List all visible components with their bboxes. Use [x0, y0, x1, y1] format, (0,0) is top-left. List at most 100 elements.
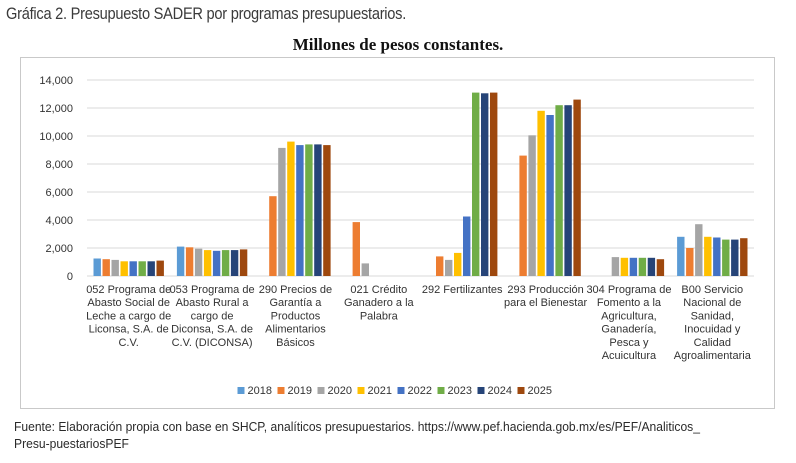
bar-2025-cat-4: [490, 92, 498, 276]
bar-2021-cat-7: [704, 236, 712, 276]
legend-label: 2024: [488, 385, 512, 397]
bar-2018-cat-7: [677, 236, 685, 276]
x-category-label: 293 Producción para el Bienestar: [504, 284, 587, 309]
legend-item-2018: 2018: [237, 385, 272, 397]
legend-item-2025: 2025: [517, 385, 552, 397]
legend: 2018 2019 2020 2021 2022 2023 2024 2025: [237, 385, 552, 397]
legend-item-2021: 2021: [357, 385, 392, 397]
x-category-label: 052 Programa de Abasto Social de Leche a c…: [86, 284, 171, 349]
bar-2024-cat-4: [481, 93, 489, 276]
bar-2025-cat-2: [323, 145, 331, 276]
bar-2025-cat-5: [573, 99, 581, 276]
gridlines: [87, 79, 754, 277]
bar-2024-cat-1: [230, 250, 239, 276]
chart-frame: 0 2,000 4,000 6,000 8,000 10,000 12,000 14,000 …: [20, 57, 775, 409]
y-tick-label: 10,000: [39, 131, 73, 143]
bar-2021-cat-1: [203, 250, 212, 276]
bar-2019-cat-5: [519, 155, 527, 276]
bar-2024-cat-0: [147, 261, 155, 276]
bar-2022-cat-4: [463, 216, 471, 276]
x-category-label: B00 Servicio Nacional de Sanidad, Inocuidad…: [674, 284, 752, 362]
legend-item-2020: 2020: [317, 385, 352, 397]
bar-2020-cat-5: [528, 135, 536, 276]
legend-label: 2018: [248, 385, 272, 397]
x-category-label: 053 Programa de Abasto Rural a cargo de Dic…: [170, 284, 255, 349]
legend-item-2023: 2023: [437, 385, 472, 397]
legend-swatch: [317, 387, 325, 394]
legend-swatch: [397, 387, 405, 394]
bar-2021-cat-5: [537, 110, 545, 276]
bar-2024-cat-6: [647, 257, 656, 276]
bar-2023-cat-7: [722, 239, 730, 276]
bars: [93, 92, 748, 276]
legend-swatch: [437, 387, 445, 394]
bar-2024-cat-5: [564, 105, 572, 276]
bar-2021-cat-4: [454, 252, 462, 276]
bar-2019-cat-4: [436, 256, 444, 276]
bar-2025-cat-1: [239, 249, 248, 276]
legend-label: 2020: [328, 385, 352, 397]
bar-2019-cat-7: [686, 248, 694, 276]
bar-2023-cat-2: [305, 144, 313, 276]
bar-2023-cat-0: [138, 261, 146, 276]
bar-2021-cat-2: [287, 141, 295, 276]
bar-2023-cat-1: [221, 250, 230, 276]
legend-swatch: [237, 387, 245, 394]
bar-2022-cat-5: [546, 115, 554, 276]
bar-2022-cat-0: [129, 261, 137, 276]
bar-2024-cat-2: [314, 144, 322, 276]
y-tick-label: 2,000: [45, 243, 73, 255]
bar-2019-cat-1: [185, 247, 194, 276]
x-axis-labels: 052 Programa de Abasto Social de Leche a c…: [86, 284, 752, 362]
x-category-label: 021 Crédito Ganadero a la Palabra: [344, 284, 415, 322]
bar-2020-cat-0: [111, 259, 119, 276]
bar-2022-cat-6: [629, 257, 638, 276]
y-tick-label: 12,000: [39, 103, 73, 115]
chart-title: Millones de pesos constantes.: [292, 35, 504, 54]
bar-2018-cat-0: [93, 258, 101, 276]
bar-2022-cat-2: [296, 145, 304, 276]
legend-label: 2022: [408, 385, 432, 397]
bar-2020-cat-3: [361, 263, 369, 276]
x-category-label: 292 Fertilizantes: [422, 284, 503, 296]
figure-caption: Gráfica 2. Presupuesto SADER por program…: [6, 4, 407, 23]
y-tick-label: 14,000: [39, 75, 73, 87]
legend-label: 2019: [288, 385, 312, 397]
bar-2023-cat-4: [472, 92, 480, 276]
bar-2025-cat-6: [656, 259, 665, 276]
bar-2020-cat-4: [445, 259, 453, 276]
bar-2025-cat-7: [740, 238, 748, 276]
bar-2025-cat-0: [156, 260, 164, 276]
bar-2023-cat-5: [555, 105, 563, 276]
source-note: Fuente: Elaboración propia con base en S…: [14, 419, 700, 451]
x-category-label: 304 Programa de Fomento a la Agricultura, G…: [586, 284, 671, 362]
y-tick-label: 0: [67, 271, 73, 283]
bar-2021-cat-6: [620, 257, 629, 276]
legend-swatch: [277, 387, 285, 394]
legend-swatch: [357, 387, 365, 394]
legend-item-2024: 2024: [477, 385, 512, 397]
bar-2023-cat-6: [638, 257, 647, 276]
bar-2019-cat-3: [352, 222, 360, 276]
y-tick-label: 6,000: [45, 187, 73, 199]
legend-item-2019: 2019: [277, 385, 312, 397]
legend-swatch: [517, 387, 525, 394]
bar-2022-cat-7: [713, 237, 721, 276]
bar-2020-cat-7: [695, 224, 703, 276]
y-axis-ticks: 0 2,000 4,000 6,000 8,000 10,000 12,000 14,000: [39, 75, 73, 283]
legend-swatch: [477, 387, 485, 394]
legend-item-2022: 2022: [397, 385, 432, 397]
bar-2018-cat-1: [176, 246, 185, 276]
y-tick-label: 4,000: [45, 215, 73, 227]
bar-chart: 02,0004,0006,0008,00010,00012,00014,000 …: [39, 75, 754, 397]
y-tick-label: 8,000: [45, 159, 73, 171]
bar-2024-cat-7: [731, 239, 739, 276]
bar-2019-cat-2: [269, 196, 277, 276]
x-category-label: 290 Precios de Garantía a Productos Aliment…: [259, 284, 332, 349]
legend-label: 2025: [528, 385, 552, 397]
bar-2020-cat-1: [194, 248, 203, 276]
bar-2020-cat-2: [278, 147, 286, 276]
legend-label: 2023: [448, 385, 472, 397]
legend-label: 2021: [368, 385, 392, 397]
bar-2019-cat-0: [102, 259, 110, 276]
